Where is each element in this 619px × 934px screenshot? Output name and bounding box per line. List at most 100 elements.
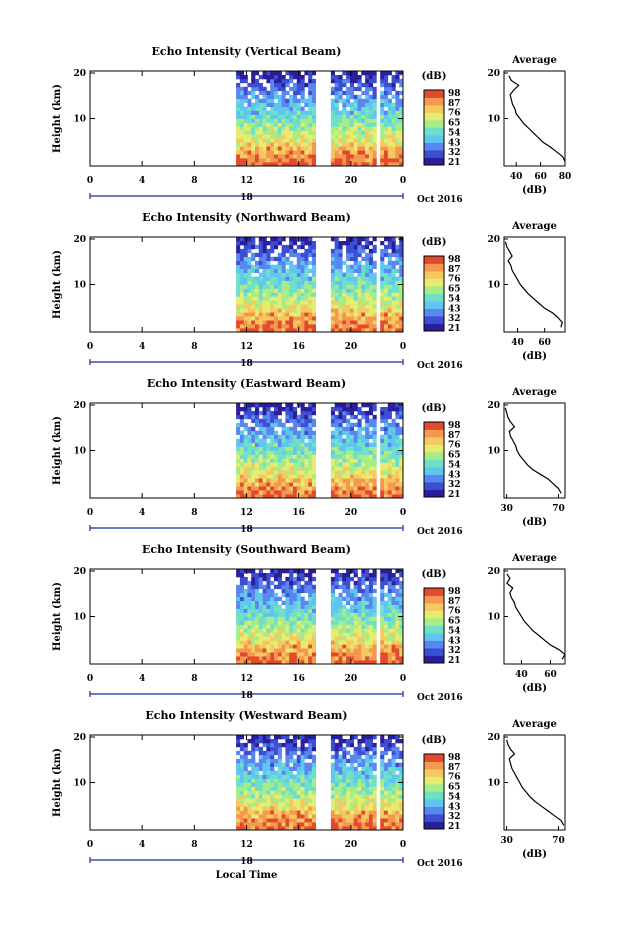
heatmap-cell — [372, 648, 377, 653]
heatmap-cell — [293, 292, 298, 297]
heatmap-cell — [293, 604, 298, 609]
heatmap-cell — [338, 648, 343, 653]
heatmap-cell — [353, 320, 358, 325]
heatmap-cell — [266, 142, 271, 147]
heatmap-cell — [372, 790, 377, 795]
heatmap-cell — [255, 150, 260, 155]
heatmap-cell — [384, 268, 389, 273]
heatmap-cell — [289, 146, 294, 151]
heatmap-cell — [399, 790, 404, 795]
heatmap-cell — [255, 122, 260, 127]
heatmap-cell — [387, 648, 392, 653]
heatmap-cell — [342, 296, 347, 301]
heatmap-cell — [308, 154, 313, 159]
heatmap-cell — [365, 292, 370, 297]
heatmap-cell — [262, 426, 267, 432]
heatmap-cell — [293, 110, 298, 115]
heatmap-cell — [236, 256, 241, 262]
heatmap-cell — [380, 806, 385, 811]
heatmap-cell — [281, 78, 286, 84]
heatmap-cell — [342, 146, 347, 151]
heatmap-cell — [300, 742, 305, 748]
heatmap-cell — [365, 584, 370, 590]
heatmap-cell — [277, 494, 282, 499]
heatmap-cell — [266, 466, 271, 471]
heatmap-cell — [342, 284, 347, 289]
y-tick-label: 20 — [73, 733, 86, 743]
heatmap-cell — [239, 414, 244, 420]
heatmap-cell — [304, 660, 309, 665]
heatmap-cell — [338, 616, 343, 621]
heatmap-cell — [349, 624, 354, 629]
heatmap-cell — [395, 786, 400, 791]
heatmap-cell — [338, 264, 343, 269]
heatmap-cell — [300, 407, 305, 412]
heatmap-cell — [281, 822, 286, 827]
heatmap-cell — [311, 284, 316, 289]
heatmap-cell — [365, 276, 370, 281]
heatmap-cell — [270, 806, 275, 811]
heatmap-cell — [296, 620, 301, 625]
heatmap-cell — [349, 640, 354, 645]
colorbar-tick-label: 65 — [448, 617, 461, 627]
heatmap-cell — [311, 446, 316, 451]
heatmap-cell — [368, 324, 373, 329]
heatmap-cell — [300, 75, 305, 80]
heatmap-cell — [300, 608, 305, 613]
heatmap-cell — [372, 814, 377, 819]
heatmap-cell — [236, 98, 241, 103]
heatmap-cell — [262, 462, 267, 467]
average-x-axis-label: (dB) — [522, 517, 547, 528]
heatmap-cell — [262, 604, 267, 609]
heatmap-cell — [289, 296, 294, 301]
heatmap-cell — [368, 272, 373, 277]
heatmap-cell — [330, 569, 335, 574]
heatmap-cell — [293, 284, 298, 289]
heatmap-cell — [262, 407, 267, 412]
heatmap-cell — [270, 490, 275, 495]
heatmap-cell — [384, 118, 389, 123]
heatmap-cell — [243, 446, 248, 451]
heatmap-cell — [342, 798, 347, 803]
heatmap-cell — [300, 569, 305, 574]
heatmap-cell — [255, 592, 260, 598]
panel-5: Echo Intensity (Westward Beam)2010Height… — [52, 709, 566, 869]
heatmap-cell — [281, 110, 286, 115]
colorbar-swatch — [424, 90, 444, 98]
heatmap-cell — [357, 300, 362, 305]
heatmap-cell — [395, 94, 400, 100]
heatmap-cell — [346, 628, 351, 633]
heatmap-cell — [330, 778, 335, 783]
heatmap-cell — [270, 78, 275, 84]
heatmap-cell — [251, 470, 256, 475]
heatmap-cell — [361, 810, 366, 815]
heatmap-cell — [293, 640, 298, 645]
heatmap-cell — [296, 244, 301, 250]
heatmap-cell — [372, 778, 377, 783]
heatmap-cell — [353, 596, 358, 601]
heatmap-cell — [380, 636, 385, 641]
heatmap-cell — [308, 146, 313, 151]
heatmap-cell — [270, 272, 275, 277]
heatmap-cell — [308, 735, 313, 740]
heatmap-cell — [399, 580, 404, 586]
heatmap-cell — [384, 580, 389, 586]
heatmap-cell — [384, 292, 389, 297]
heatmap-cell — [236, 158, 241, 163]
heatmap-cell — [243, 244, 248, 250]
heatmap-cell — [266, 474, 271, 479]
heatmap-cell — [338, 256, 343, 262]
heatmap-cell — [384, 746, 389, 752]
heatmap-cell — [293, 276, 298, 281]
heatmap-cell — [266, 75, 271, 80]
heatmap-cell — [258, 644, 263, 649]
heatmap-cell — [365, 750, 370, 756]
heatmap-cell — [304, 288, 309, 293]
heatmap-cell — [258, 90, 263, 96]
heatmap-cell — [380, 632, 385, 637]
heatmap-cell — [346, 244, 351, 250]
heatmap-cell — [247, 454, 252, 459]
heatmap-cell — [311, 592, 316, 598]
heatmap-cell — [266, 462, 271, 467]
heatmap-cell — [372, 446, 377, 451]
